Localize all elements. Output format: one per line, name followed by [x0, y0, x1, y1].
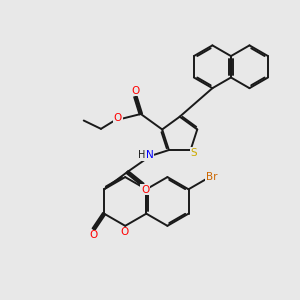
Text: O: O [90, 230, 98, 240]
Text: S: S [191, 148, 197, 158]
Text: N: N [146, 150, 154, 161]
Text: O: O [131, 86, 140, 96]
Text: H: H [139, 150, 146, 161]
Text: Br: Br [206, 172, 217, 182]
Text: O: O [120, 227, 128, 237]
Text: O: O [141, 185, 149, 195]
Text: O: O [114, 113, 122, 123]
